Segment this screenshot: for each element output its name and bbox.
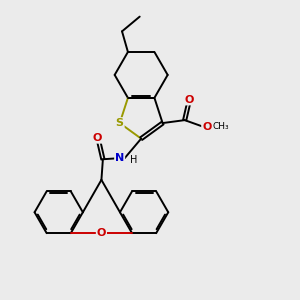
Text: O: O — [202, 122, 212, 133]
Text: N: N — [115, 153, 124, 163]
Text: H: H — [130, 155, 137, 165]
Text: O: O — [184, 94, 194, 104]
Text: CH₃: CH₃ — [212, 122, 229, 131]
Text: O: O — [92, 133, 102, 143]
Text: S: S — [116, 118, 124, 128]
Text: O: O — [97, 228, 106, 238]
